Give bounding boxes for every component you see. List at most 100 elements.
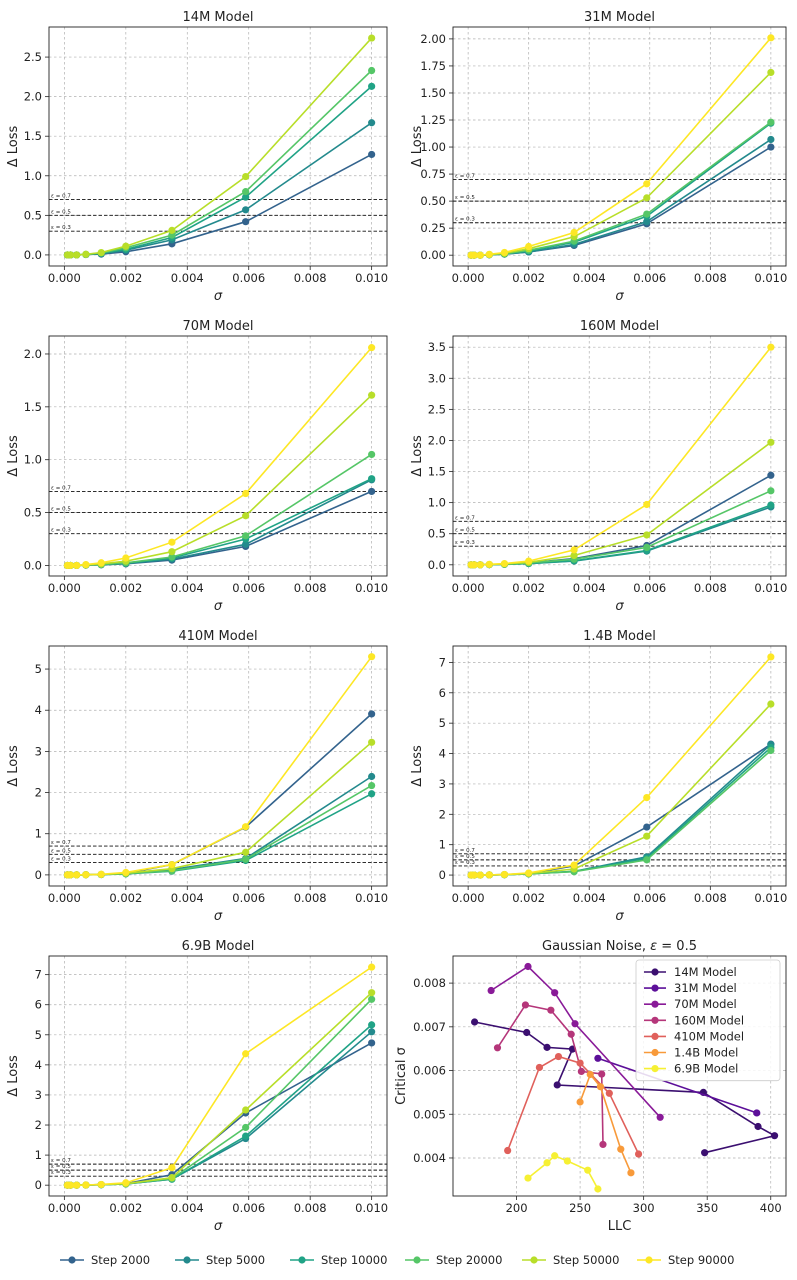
data-point <box>567 1030 575 1038</box>
data-point <box>504 1146 512 1155</box>
legend-item: 6.9B Model <box>644 1062 738 1076</box>
x-tick-label: 0.002 <box>109 1201 142 1215</box>
data-point <box>643 823 651 831</box>
chart-2: 0.000 0.002 0.004 0.006 0.008 0.010 0.00 0.25 0.… <box>410 10 787 304</box>
series-step-20000 <box>63 781 376 879</box>
y-tick-label: 3 <box>439 777 446 791</box>
x-tick-label: 0.006 <box>633 271 666 285</box>
series-line <box>67 1031 373 1186</box>
data-point <box>82 871 90 879</box>
legend-item: Step 20000 <box>405 1253 502 1267</box>
data-point <box>770 1132 779 1140</box>
data-point <box>242 172 250 181</box>
data-point <box>643 793 651 802</box>
data-point <box>368 119 376 127</box>
x-tick-label: 0.004 <box>171 891 204 905</box>
data-point <box>242 532 250 540</box>
x-tick-label: 300 <box>633 1201 655 1215</box>
data-point <box>470 871 478 879</box>
data-point <box>485 871 493 879</box>
data-point <box>767 135 775 144</box>
x-tick-label: 0.004 <box>573 581 606 595</box>
x-tick-label: 0.010 <box>355 891 388 905</box>
series-line <box>67 122 373 256</box>
data-point <box>471 1018 479 1026</box>
data-point <box>767 343 775 351</box>
legend-label: 70M Model <box>674 997 737 1011</box>
series-step-50000 <box>467 700 775 879</box>
series-step-2000 <box>467 740 775 879</box>
data-point <box>368 995 376 1003</box>
title-suffix: = 0.5 <box>657 939 697 954</box>
data-point <box>122 242 130 250</box>
data-point <box>368 790 376 798</box>
data-point <box>97 248 105 257</box>
data-point <box>368 653 376 661</box>
legend-swatch-marker <box>530 1256 538 1264</box>
data-point <box>82 1181 90 1189</box>
x-tick-label: 0.010 <box>754 581 787 595</box>
data-point <box>577 1067 585 1076</box>
threshold-label: ε = 0.7 <box>455 515 475 521</box>
y-tick-label: 0.005 <box>413 1107 446 1121</box>
legend-label: Step 2000 <box>91 1253 150 1267</box>
data-point <box>524 962 532 971</box>
y-tick-label: 2 <box>35 1118 42 1132</box>
threshold-label: ε = 0.3 <box>455 217 475 223</box>
data-point <box>368 1021 376 1029</box>
data-point <box>368 781 376 790</box>
x-tick-label: 250 <box>569 1201 591 1215</box>
series-line <box>471 749 772 876</box>
data-point <box>66 1181 75 1189</box>
data-point <box>570 228 578 237</box>
data-point <box>767 746 775 755</box>
series-1-4b-model <box>576 1070 635 1177</box>
y-tick-label: 5 <box>35 1028 42 1042</box>
y-tick-label: 1.75 <box>420 59 446 73</box>
axes-frame <box>452 335 787 577</box>
y-tick-label: 1.0 <box>24 453 42 467</box>
data-point <box>242 823 250 831</box>
chart-6: 0.000 0.002 0.004 0.006 0.008 0.010 0 1 2 3 4 5 6 7 ε … <box>410 629 787 924</box>
data-point <box>368 66 376 75</box>
legend-label: 1.4B Model <box>674 1046 738 1060</box>
data-point <box>368 487 376 496</box>
data-point <box>576 1098 584 1106</box>
x-tick-label: 0.000 <box>452 581 485 595</box>
y-tick-label: 3 <box>35 1088 42 1102</box>
x-axis-label: σ <box>214 599 223 614</box>
series-step-90000 <box>467 343 775 569</box>
data-point <box>543 1159 551 1167</box>
threshold-label: ε = 0.3 <box>51 225 71 231</box>
x-tick-label: 0.002 <box>512 581 545 595</box>
axes-frame <box>452 955 787 1197</box>
series-line <box>471 746 772 876</box>
data-point <box>168 1164 176 1172</box>
y-axis-label: Δ Loss <box>410 435 425 477</box>
y-tick-label: 0.0 <box>24 248 42 262</box>
series-step-50000 <box>63 34 376 259</box>
series-step-2000 <box>63 1039 376 1189</box>
data-point <box>97 870 105 878</box>
legend-label: Step 5000 <box>206 1253 265 1267</box>
legend-swatch-marker <box>651 984 659 992</box>
series-line <box>471 743 772 876</box>
axes-frame <box>452 26 787 267</box>
data-point <box>168 226 176 234</box>
legend-swatch-marker <box>298 1256 306 1264</box>
x-tick-label: 0.002 <box>512 891 545 905</box>
legend-label: Step 50000 <box>553 1253 619 1267</box>
data-point <box>476 871 484 879</box>
y-axis-label: Δ Loss <box>410 745 425 787</box>
threshold-label: ε = 0.3 <box>51 1170 71 1176</box>
data-point <box>368 34 376 42</box>
y-tick-label: 0.00 <box>420 248 446 262</box>
series-line <box>67 347 373 567</box>
chart-title: 14M Model <box>183 10 254 25</box>
series-step-10000 <box>467 743 775 879</box>
series-step-10000 <box>467 119 775 259</box>
x-tick-label: 0.006 <box>232 271 265 285</box>
series-line <box>67 784 373 876</box>
data-point <box>97 1180 105 1189</box>
data-point <box>242 206 250 214</box>
